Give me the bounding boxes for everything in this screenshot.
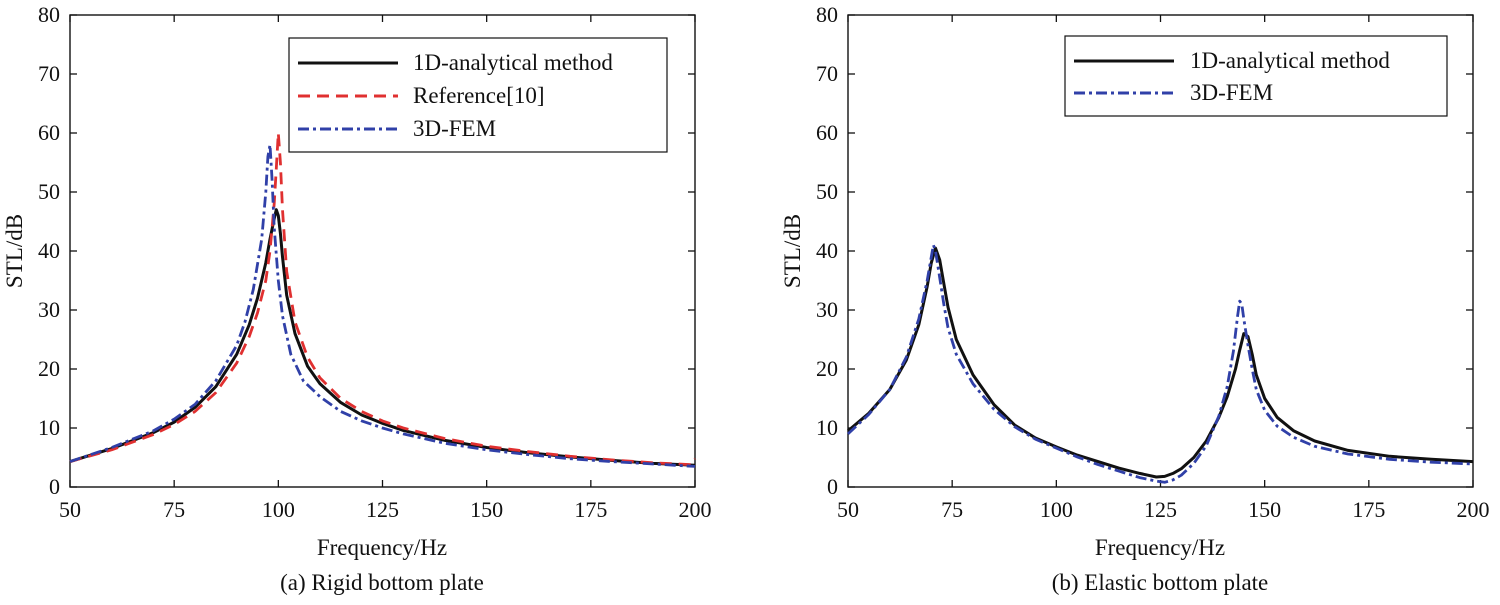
y-tick-label: 10 xyxy=(38,415,60,440)
y-tick-label: 0 xyxy=(827,474,838,499)
x-tick-label: 200 xyxy=(679,497,712,522)
series-layer xyxy=(69,131,697,468)
axis-ticks xyxy=(69,14,696,488)
x-axis-title: Frequency/Hz xyxy=(317,535,447,560)
y-axis-title: STL/dB xyxy=(2,214,27,288)
legend-box xyxy=(1064,35,1448,117)
legend-label-3d-fem: 3D-FEM xyxy=(413,116,496,141)
y-tick-label: 40 xyxy=(38,238,60,263)
legend-label-1d-analytical: 1D-analytical method xyxy=(413,50,613,75)
y-tick-label: 70 xyxy=(38,61,60,86)
axis-ticks xyxy=(847,14,1474,488)
y-tick-label: 30 xyxy=(816,297,838,322)
y-tick-label: 40 xyxy=(816,238,838,263)
chart-caption: (b) Elastic bottom plate xyxy=(1052,570,1269,595)
x-tick-label: 125 xyxy=(1144,497,1177,522)
y-tick-label: 0 xyxy=(49,474,60,499)
series-line-1d-analytical-method xyxy=(847,246,1474,479)
series-line-3d-fem xyxy=(847,243,1474,484)
y-tick-label: 20 xyxy=(38,356,60,381)
x-tick-label: 50 xyxy=(837,497,859,522)
x-tick-label: 100 xyxy=(262,497,295,522)
x-tick-label: 150 xyxy=(470,497,503,522)
legend-label-reference: Reference[10] xyxy=(413,83,545,108)
x-axis-title: Frequency/Hz xyxy=(1095,535,1225,560)
series-line-reference-10 xyxy=(69,131,697,467)
x-tick-label: 75 xyxy=(941,497,963,522)
x-tick-label: 150 xyxy=(1248,497,1281,522)
chart-panel-a: 50 75 100 125 150 175 200 0 10 20 30 40 50 60 70 80 Fre… xyxy=(2,2,712,595)
x-tick-label: 100 xyxy=(1040,497,1073,522)
y-tick-label: 50 xyxy=(38,179,60,204)
y-tick-label: 60 xyxy=(38,120,60,145)
y-tick-label: 80 xyxy=(38,2,60,27)
legend-label-1d-analytical: 1D-analytical method xyxy=(1190,48,1390,73)
y-tick-label: 10 xyxy=(816,415,838,440)
y-axis-title: STL/dB xyxy=(780,214,805,288)
series-line-3d-fem xyxy=(69,143,696,468)
x-tick-label: 50 xyxy=(59,497,81,522)
x-tick-label: 75 xyxy=(163,497,185,522)
legend: 1D-analytical method 3D-FEM xyxy=(1064,35,1448,117)
y-tick-label: 30 xyxy=(38,297,60,322)
y-tick-label: 80 xyxy=(816,2,838,27)
x-tick-label: 200 xyxy=(1457,497,1490,522)
tick-labels: 50 75 100 125 150 175 200 0 10 20 30 40 50 60 70 80 xyxy=(38,2,712,522)
y-tick-label: 20 xyxy=(816,356,838,381)
chart-caption: (a) Rigid bottom plate xyxy=(280,570,484,595)
chart-panel-b: 50 75 100 125 150 175 200 0 10 20 30 40 50 60 70 80 Fre… xyxy=(780,2,1490,595)
y-tick-label: 60 xyxy=(816,120,838,145)
y-tick-label: 70 xyxy=(816,61,838,86)
x-tick-label: 175 xyxy=(1352,497,1385,522)
series-layer xyxy=(847,243,1474,484)
legend: 1D-analytical method Reference[10] 3D-FE… xyxy=(288,37,668,153)
legend-label-3d-fem: 3D-FEM xyxy=(1190,80,1273,105)
x-tick-label: 175 xyxy=(574,497,607,522)
x-tick-label: 125 xyxy=(366,497,399,522)
y-tick-label: 50 xyxy=(816,179,838,204)
legend-box xyxy=(288,37,668,153)
tick-labels: 50 75 100 125 150 175 200 0 10 20 30 40 50 60 70 80 xyxy=(816,2,1490,522)
series-line-1d-analytical-method xyxy=(69,208,696,467)
